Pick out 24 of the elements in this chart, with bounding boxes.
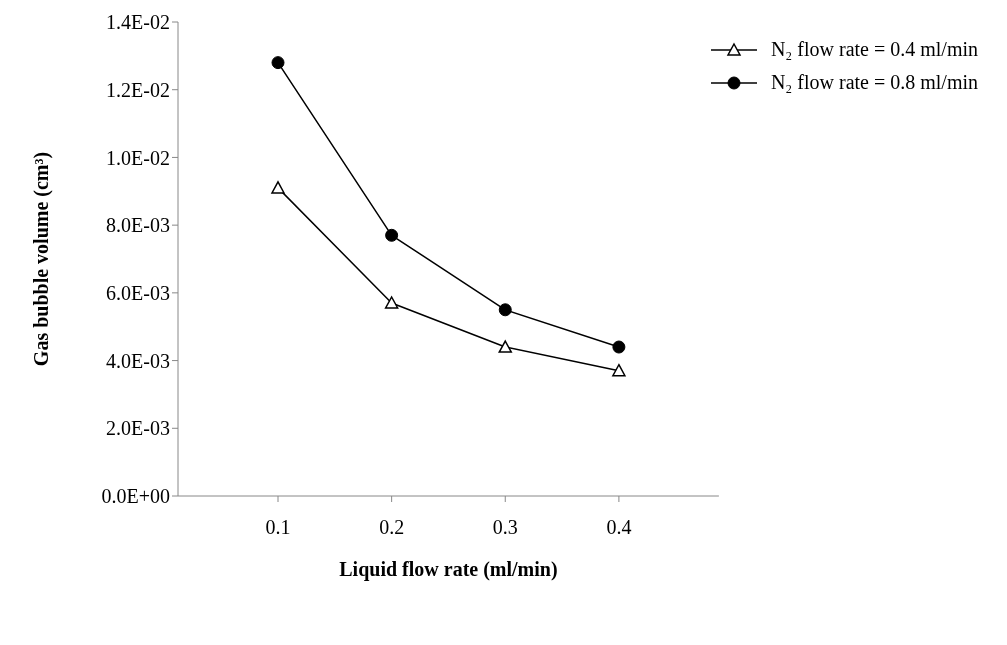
- x-tick-label: 0.2: [379, 516, 405, 539]
- x-tick-label: 0.4: [606, 516, 632, 539]
- legend-label: N₂ flow rate = 0.4 ml/min: [770, 38, 978, 61]
- y-tick-label: 8.0E-03: [106, 214, 170, 237]
- x-axis-title: Liquid flow rate (ml/min): [339, 558, 558, 581]
- x-tick-label: 0.3: [492, 516, 518, 539]
- point: [384, 296, 399, 309]
- point: [612, 340, 626, 354]
- y-tick-label: 0.0E+00: [101, 485, 170, 508]
- legend-label: N₂ flow rate = 0.8 ml/min: [770, 71, 978, 94]
- y-tick-label: 1.0E-02: [106, 146, 170, 169]
- point: [271, 56, 285, 70]
- point: [498, 303, 512, 317]
- point: [385, 228, 399, 242]
- y-tick-label: 6.0E-03: [106, 281, 170, 304]
- y-axis-title: Gas bubble volume (cm³): [30, 151, 53, 367]
- y-tick-label: 2.0E-03: [106, 417, 170, 440]
- point: [612, 363, 626, 377]
- x-tick-label: 0.1: [265, 516, 291, 539]
- y-tick-label: 4.0E-03: [106, 349, 170, 372]
- y-tick-label: 1.2E-02: [106, 78, 170, 101]
- point: [498, 340, 513, 353]
- y-tick-label: 1.4E-02: [106, 11, 170, 34]
- point: [271, 181, 285, 194]
